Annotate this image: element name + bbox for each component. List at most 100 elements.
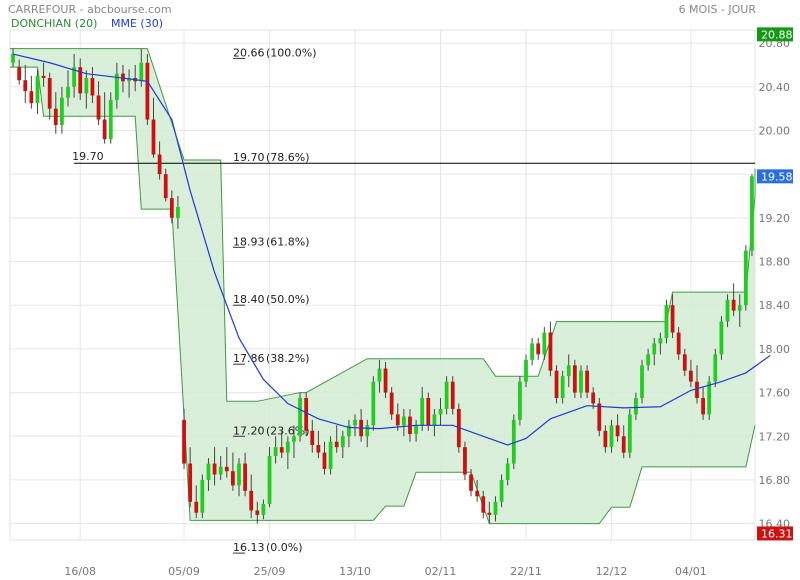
candle-body <box>304 398 309 431</box>
candle-body <box>560 376 565 399</box>
y-tick-label: 17.60 <box>759 387 791 400</box>
candle-body <box>450 381 455 409</box>
legend-mme[interactable]: MME (30) <box>111 17 164 30</box>
y-tick-label: 16.80 <box>759 474 791 487</box>
candle-body <box>743 250 748 306</box>
mme-polyline <box>12 53 771 446</box>
candle <box>530 337 535 366</box>
candle <box>72 54 77 98</box>
candle-body <box>627 414 632 453</box>
candle <box>41 62 46 87</box>
candle <box>499 474 504 508</box>
candle-body <box>279 447 284 453</box>
candle <box>664 299 669 344</box>
candle <box>646 348 651 371</box>
candle-body <box>353 419 357 426</box>
candle-body <box>127 78 131 82</box>
candle <box>548 321 553 377</box>
candle <box>566 354 571 388</box>
candle-body <box>609 425 614 448</box>
candle <box>17 59 22 85</box>
donchian-band-fill <box>10 48 755 524</box>
fib-value-label: 17.20 <box>233 424 265 437</box>
fib-pct-label: (61.8%) <box>266 235 310 248</box>
candle <box>353 414 357 437</box>
candle <box>78 58 83 100</box>
fib-value-label: 20.66 <box>233 46 265 59</box>
candle <box>261 499 266 520</box>
candle <box>194 485 199 519</box>
candle-body <box>469 474 473 491</box>
candle <box>481 490 486 519</box>
candle <box>725 294 730 328</box>
candle-body <box>511 419 516 464</box>
candle <box>750 174 754 257</box>
candle <box>438 398 443 426</box>
candle <box>389 387 394 420</box>
candle-body <box>676 332 681 355</box>
candle-body <box>114 73 119 100</box>
candle <box>701 387 705 420</box>
candle <box>279 430 284 459</box>
candle-body <box>695 381 699 399</box>
candle-body <box>224 466 229 472</box>
candle <box>304 392 309 437</box>
candle-body <box>670 305 675 333</box>
candle <box>53 92 58 134</box>
fib-pct-label: (50.0%) <box>266 293 310 306</box>
candle <box>212 447 217 486</box>
donchian-band <box>10 48 756 525</box>
candle <box>432 408 437 437</box>
candle <box>420 387 425 431</box>
candle <box>377 359 382 393</box>
candle <box>310 419 315 453</box>
period-label: 6 MOIS - JOUR <box>678 3 756 16</box>
candle-body <box>432 414 437 426</box>
y-tick-label: 19.20 <box>759 212 791 225</box>
candle <box>96 81 101 126</box>
candle-body <box>261 503 266 515</box>
legend-donchian[interactable]: DONCHIAN (20) <box>11 17 98 30</box>
candle-body <box>444 381 449 409</box>
candle <box>743 245 748 311</box>
fib-pct-label: (38.2%) <box>266 352 310 365</box>
candle-body <box>420 398 425 426</box>
candle <box>542 327 547 360</box>
candle-body <box>499 479 504 502</box>
candle-body <box>255 510 260 515</box>
candle-body <box>634 398 638 415</box>
candle-body <box>267 455 272 504</box>
candle <box>169 190 174 224</box>
candle <box>371 376 376 431</box>
candle-body <box>548 332 553 371</box>
candle <box>347 419 351 448</box>
candle-body <box>273 447 278 456</box>
candle <box>334 425 339 453</box>
candle-body <box>365 425 370 437</box>
candle-body <box>524 359 528 382</box>
candle-body <box>475 490 480 497</box>
candle <box>572 359 577 399</box>
candle-body <box>566 365 571 377</box>
candle-body <box>182 419 186 464</box>
candle <box>157 141 162 180</box>
candle <box>591 387 596 409</box>
candle-body <box>750 176 754 251</box>
candle <box>401 408 406 437</box>
candle-body <box>383 368 388 393</box>
candle <box>292 425 296 459</box>
candle <box>475 479 480 502</box>
candle <box>267 447 272 508</box>
candle-body <box>389 392 394 415</box>
candle-body <box>554 370 559 399</box>
candle-body <box>17 67 22 81</box>
price-tag-box <box>757 526 793 541</box>
candle-body <box>725 299 730 322</box>
fib-value-label: 16.13 <box>233 541 265 554</box>
candle-body <box>47 78 52 109</box>
candle-body <box>377 368 382 382</box>
candle <box>60 86 64 134</box>
candle-body <box>206 463 211 480</box>
candle <box>463 441 467 480</box>
